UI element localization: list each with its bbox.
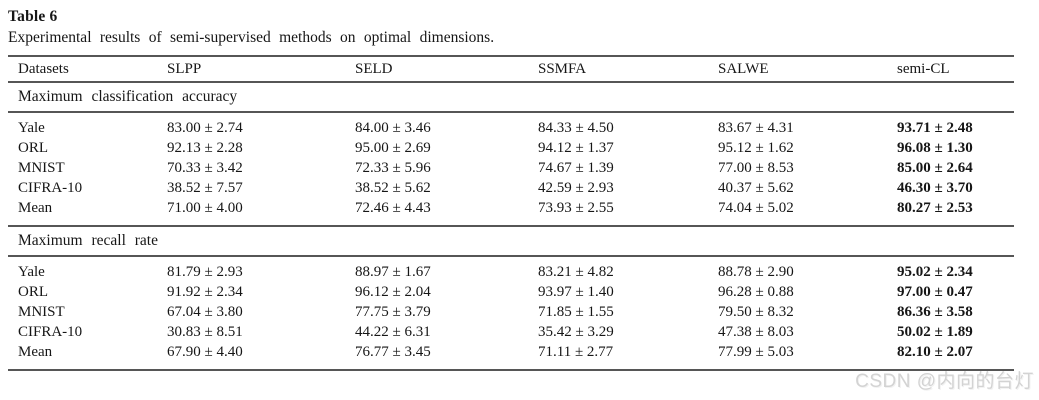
value-cell: 93.97 ± 1.40 (538, 284, 614, 300)
column-header-ssmfa: SSMFA (528, 56, 708, 83)
value-cell: 72.33 ± 5.96 (355, 160, 431, 176)
value-cell: 70.33 ± 3.42 (167, 160, 243, 176)
value-cell: 73.93 ± 2.55 (538, 200, 614, 216)
table-row: Mean 67.90 ± 4.40 76.77 ± 3.45 71.11 ± 2… (8, 342, 1014, 370)
dataset-cell: Yale (18, 264, 45, 280)
best-value-cell: 97.00 ± 0.47 (897, 284, 973, 300)
dataset-cell: ORL (18, 140, 48, 156)
column-header-semicl: semi-CL (887, 56, 1014, 83)
value-cell: 71.11 ± 2.77 (538, 344, 614, 360)
value-cell: 38.52 ± 7.57 (167, 180, 243, 196)
section-title: Maximum recall rate (8, 225, 1014, 257)
value-cell: 94.12 ± 1.37 (538, 140, 614, 156)
table-caption-label: Table 6 (8, 8, 58, 25)
table-row: ORL 92.13 ± 2.28 95.00 ± 2.69 94.12 ± 1.… (8, 138, 1014, 158)
paper-table-page: Table 6 Experimental results of semi-sup… (8, 8, 1034, 392)
value-cell: 67.04 ± 3.80 (167, 304, 243, 320)
column-header-seld: SELD (345, 56, 528, 83)
section-title: Maximum classification accuracy (8, 82, 1014, 113)
section-header-accuracy: Maximum classification accuracy (8, 82, 1014, 113)
value-cell: 95.00 ± 2.69 (355, 140, 431, 156)
value-cell: 67.90 ± 4.40 (167, 344, 243, 360)
table-row: Yale 81.79 ± 2.93 88.97 ± 1.67 83.21 ± 4… (8, 256, 1014, 282)
best-value-cell: 82.10 ± 2.07 (897, 344, 973, 360)
value-cell: 71.00 ± 4.00 (167, 200, 243, 216)
value-cell: 72.46 ± 4.43 (355, 200, 431, 216)
value-cell: 88.78 ± 2.90 (718, 264, 794, 280)
accuracy-section-body: Yale 83.00 ± 2.74 84.00 ± 3.46 84.33 ± 4… (8, 112, 1014, 226)
value-cell: 84.33 ± 4.50 (538, 120, 614, 136)
best-value-cell: 80.27 ± 2.53 (897, 200, 973, 216)
value-cell: 76.77 ± 3.45 (355, 344, 431, 360)
section-header-recall: Maximum recall rate (8, 225, 1014, 257)
best-value-cell: 86.36 ± 3.58 (897, 304, 973, 320)
table-row: MNIST 67.04 ± 3.80 77.75 ± 3.79 71.85 ± … (8, 302, 1014, 322)
value-cell: 96.12 ± 2.04 (355, 284, 431, 300)
value-cell: 35.42 ± 3.29 (538, 324, 614, 340)
value-cell: 79.50 ± 8.32 (718, 304, 794, 320)
dataset-cell: MNIST (18, 304, 65, 320)
value-cell: 30.83 ± 8.51 (167, 324, 243, 340)
best-value-cell: 50.02 ± 1.89 (897, 324, 973, 340)
dataset-cell: Mean (18, 344, 53, 360)
table-row: Mean 71.00 ± 4.00 72.46 ± 4.43 73.93 ± 2… (8, 198, 1014, 226)
value-cell: 44.22 ± 6.31 (355, 324, 431, 340)
dataset-cell: CIFRA-10 (18, 324, 83, 340)
value-cell: 77.99 ± 5.03 (718, 344, 794, 360)
value-cell: 74.04 ± 5.02 (718, 200, 794, 216)
value-cell: 42.59 ± 2.93 (538, 180, 614, 196)
table-row: CIFRA-10 30.83 ± 8.51 44.22 ± 6.31 35.42… (8, 322, 1014, 342)
table-caption-description: Experimental results of semi-supervised … (8, 29, 495, 46)
table-row: ORL 91.92 ± 2.34 96.12 ± 2.04 93.97 ± 1.… (8, 282, 1014, 302)
value-cell: 77.75 ± 3.79 (355, 304, 431, 320)
value-cell: 88.97 ± 1.67 (355, 264, 431, 280)
value-cell: 83.67 ± 4.31 (718, 120, 794, 136)
dataset-cell: Mean (18, 200, 53, 216)
value-cell: 92.13 ± 2.28 (167, 140, 243, 156)
best-value-cell: 46.30 ± 3.70 (897, 180, 973, 196)
best-value-cell: 85.00 ± 2.64 (897, 160, 973, 176)
value-cell: 47.38 ± 8.03 (718, 324, 794, 340)
value-cell: 74.67 ± 1.39 (538, 160, 614, 176)
table-row: Yale 83.00 ± 2.74 84.00 ± 3.46 84.33 ± 4… (8, 112, 1014, 138)
value-cell: 81.79 ± 2.93 (167, 264, 243, 280)
value-cell: 77.00 ± 8.53 (718, 160, 794, 176)
column-header-datasets: Datasets (8, 56, 157, 83)
value-cell: 71.85 ± 1.55 (538, 304, 614, 320)
column-header-salwe: SALWE (708, 56, 887, 83)
best-value-cell: 93.71 ± 2.48 (897, 120, 973, 136)
results-table: Datasets SLPP SELD SSMFA SALWE semi-CL M… (8, 55, 1014, 371)
value-cell: 95.12 ± 1.62 (718, 140, 794, 156)
value-cell: 91.92 ± 2.34 (167, 284, 243, 300)
csdn-watermark: CSDN @内向的台灯 (855, 371, 1034, 392)
dataset-cell: ORL (18, 284, 48, 300)
table-row: CIFRA-10 38.52 ± 7.57 38.52 ± 5.62 42.59… (8, 178, 1014, 198)
recall-section-body: Yale 81.79 ± 2.93 88.97 ± 1.67 83.21 ± 4… (8, 256, 1014, 370)
dataset-cell: CIFRA-10 (18, 180, 83, 196)
table-row: MNIST 70.33 ± 3.42 72.33 ± 5.96 74.67 ± … (8, 158, 1014, 178)
value-cell: 83.00 ± 2.74 (167, 120, 243, 136)
dataset-cell: MNIST (18, 160, 65, 176)
value-cell: 83.21 ± 4.82 (538, 264, 614, 280)
dataset-cell: Yale (18, 120, 45, 136)
value-cell: 40.37 ± 5.62 (718, 180, 794, 196)
column-header-slpp: SLPP (157, 56, 345, 83)
value-cell: 38.52 ± 5.62 (355, 180, 431, 196)
header-row: Datasets SLPP SELD SSMFA SALWE semi-CL (8, 56, 1014, 83)
value-cell: 96.28 ± 0.88 (718, 284, 794, 300)
best-value-cell: 96.08 ± 1.30 (897, 140, 973, 156)
value-cell: 84.00 ± 3.46 (355, 120, 431, 136)
best-value-cell: 95.02 ± 2.34 (897, 264, 973, 280)
